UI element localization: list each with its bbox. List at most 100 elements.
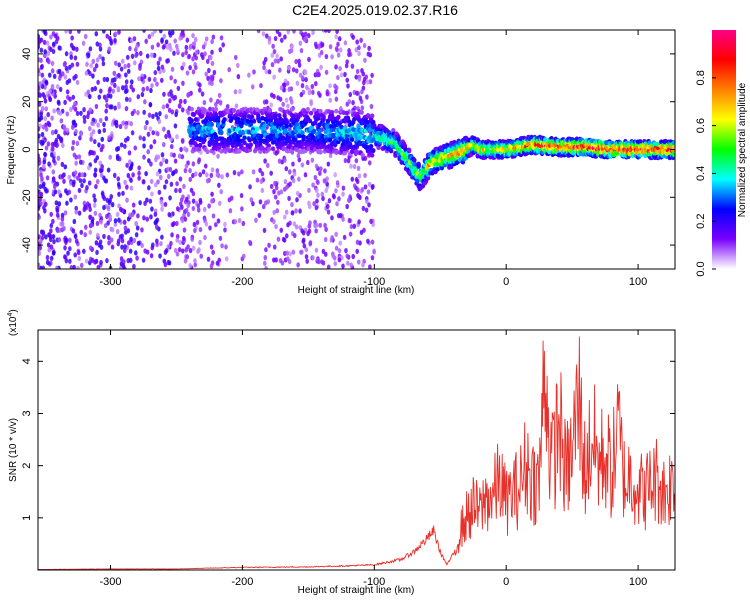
noise-cell [108, 35, 112, 42]
noise-cell [123, 143, 127, 149]
ridge-cell [205, 111, 210, 117]
ridge-cell [242, 135, 247, 141]
noise-cell [49, 211, 54, 217]
colorbar-tick-label: 0.4 [695, 166, 707, 181]
noise-cell [366, 189, 371, 195]
noise-cell [117, 101, 121, 107]
noise-cell [155, 238, 159, 244]
ridge-cell [406, 147, 412, 153]
noise-cell [298, 72, 303, 78]
noise-cell [346, 197, 351, 203]
noise-cell [156, 42, 160, 48]
noise-cell [149, 161, 153, 167]
noise-cell [154, 218, 159, 224]
noise-cell [113, 37, 117, 43]
noise-cell [154, 224, 159, 230]
noise-cell [161, 44, 166, 50]
ridge-cell [309, 125, 315, 131]
noise-cell [337, 257, 342, 263]
noise-cell [61, 173, 65, 179]
ridge-cell [317, 128, 322, 134]
noise-cell [107, 46, 112, 52]
noise-cell [347, 51, 351, 58]
noise-cell [85, 61, 89, 67]
noise-cell [343, 157, 348, 164]
noise-cell [127, 150, 132, 156]
noise-cell [43, 98, 48, 104]
noise-cell [108, 213, 112, 219]
noise-cell [55, 227, 60, 234]
noise-cell [96, 79, 100, 85]
noise-cell [364, 198, 369, 205]
noise-cell [283, 34, 287, 40]
noise-cell [38, 133, 41, 139]
noise-cell [210, 38, 214, 45]
noise-cell [352, 183, 357, 189]
noise-cell [327, 198, 332, 204]
noise-cell [189, 187, 194, 193]
noise-cell [361, 71, 366, 77]
noise-cell [140, 242, 144, 249]
noise-cell [323, 251, 328, 257]
noise-cell [82, 107, 86, 113]
noise-cell [137, 170, 141, 176]
noise-cell [162, 33, 167, 39]
noise-cell [79, 130, 84, 136]
noise-cell [188, 176, 193, 182]
noise-cell [343, 40, 348, 46]
noise-cell [195, 219, 200, 225]
noise-cell [123, 179, 127, 185]
noise-cell [88, 107, 93, 113]
noise-cell [86, 52, 91, 58]
noise-cell [98, 88, 103, 94]
noise-cell [44, 145, 49, 151]
noise-cell [104, 97, 109, 103]
noise-cell [51, 233, 56, 240]
noise-cell [314, 205, 319, 211]
noise-cell [182, 212, 186, 218]
noise-cell [110, 244, 115, 250]
snr-frame [37, 329, 676, 571]
noise-cell [184, 163, 189, 169]
noise-cell [283, 179, 288, 185]
noise-cell [181, 52, 185, 58]
noise-cell [88, 46, 93, 52]
noise-cell [178, 98, 183, 104]
noise-cell [129, 236, 133, 242]
noise-cell [298, 40, 303, 46]
colorbar-label: Normalized spectral amplitude [737, 82, 748, 217]
noise-cell [107, 135, 111, 141]
noise-cell [269, 102, 274, 108]
noise-cell [184, 196, 189, 202]
noise-cell [94, 31, 99, 37]
noise-cell [141, 179, 146, 185]
noise-cell [209, 263, 214, 269]
noise-cell [96, 122, 100, 128]
noise-cell [41, 265, 46, 269]
noise-cell [360, 89, 364, 95]
noise-cell [307, 87, 312, 93]
noise-cell [272, 74, 276, 80]
noise-cell [60, 212, 65, 218]
noise-cell [38, 239, 43, 245]
noise-cell [198, 172, 203, 178]
noise-cell [102, 233, 106, 240]
noise-cell [126, 172, 131, 179]
noise-cell [47, 232, 51, 238]
noise-cell [218, 47, 223, 53]
noise-cell [149, 178, 154, 185]
noise-cell [65, 89, 70, 95]
noise-cell [215, 98, 220, 104]
noise-cell [281, 101, 286, 107]
noise-cell [151, 113, 155, 119]
noise-cell [203, 51, 207, 57]
noise-cell [110, 227, 115, 233]
noise-cell [292, 171, 297, 177]
noise-cell [40, 83, 45, 90]
noise-cell [172, 50, 176, 56]
noise-cell [183, 98, 187, 105]
noise-cell [272, 219, 276, 225]
noise-cell [344, 248, 348, 254]
noise-cell [151, 242, 155, 248]
noise-cell [54, 200, 59, 206]
